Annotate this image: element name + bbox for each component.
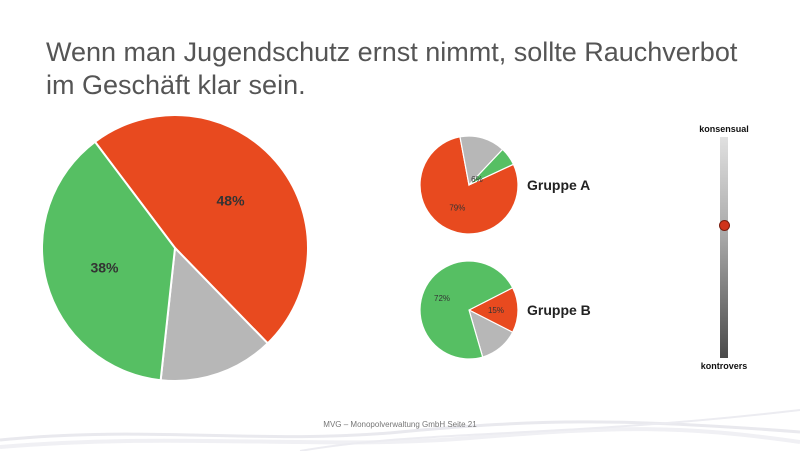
pie-b-slice-2 xyxy=(419,260,514,360)
scale-knob xyxy=(718,219,730,231)
pie-a-label-2: 6% xyxy=(471,175,483,184)
pie-a-label-0: 79% xyxy=(449,203,465,212)
pie-b: 15% 72% xyxy=(419,260,519,360)
pie-b-label-0: 15% xyxy=(488,306,504,315)
scale-bottom-label: kontrovers xyxy=(700,361,748,371)
slide-footer: MVG – Monopolverwaltung GmbH Seite 21 xyxy=(323,420,477,429)
pie-main-label-2: 38% xyxy=(90,259,119,275)
slide-title: Wenn man Jugendschutz ernst nimmt, sollt… xyxy=(46,36,746,102)
group-a-label: Gruppe A xyxy=(527,177,591,193)
pie-main-label-0: 48% xyxy=(217,192,246,208)
pie-main-slice-1 xyxy=(159,245,270,382)
pie-main-slice-0 xyxy=(93,113,309,345)
slide-title-line-2: im Geschäft klar sein. xyxy=(46,70,306,100)
pie-a-slice-2 xyxy=(468,148,515,186)
scale-track xyxy=(720,137,728,358)
pie-a: 79% 6% xyxy=(419,135,519,235)
pie-main-slice-2 xyxy=(41,140,177,382)
group-b-label: Gruppe B xyxy=(527,302,591,318)
pie-b-label-2: 72% xyxy=(434,294,450,303)
scale-top-label: konsensual xyxy=(699,124,749,134)
pie-main: 48% 38% xyxy=(41,113,309,382)
slide-title-line-1: Wenn man Jugendschutz ernst nimmt, sollt… xyxy=(46,37,738,67)
